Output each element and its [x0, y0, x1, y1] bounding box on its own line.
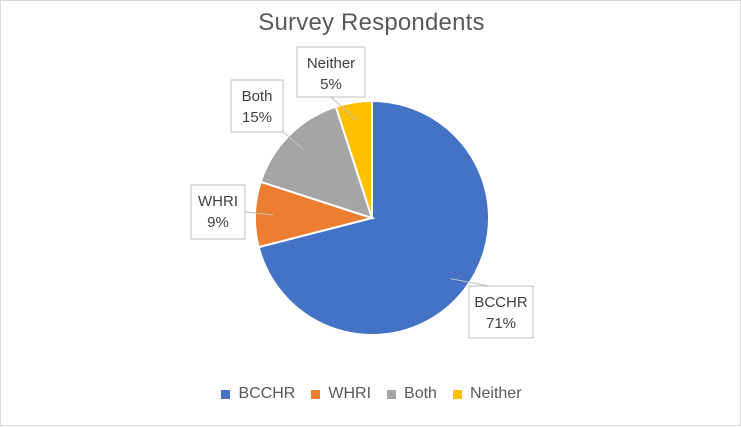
- callout-value-bcchr: 71%: [486, 315, 516, 332]
- callout-category-bcchr: BCCHR: [474, 294, 528, 311]
- legend-swatch-both: [387, 389, 397, 399]
- legend-label-bcchr: BCCHR: [238, 385, 296, 402]
- chart-title: Survey Respondents: [258, 9, 485, 36]
- callout-leader-bcchr: [450, 278, 490, 287]
- pie-slices: [254, 99, 490, 336]
- legend-swatch-whri: [311, 389, 321, 399]
- callout-box-neither: [296, 46, 366, 98]
- callout-box-both: [230, 79, 284, 133]
- legend-label-both: Both: [404, 385, 437, 402]
- callout-leader-neither: [330, 96, 357, 121]
- callout-leader-whri: [244, 211, 274, 216]
- legend-label-whri: WHRI: [328, 385, 372, 402]
- callout-category-both: Both: [242, 88, 273, 105]
- callout-box-bcchr: [468, 285, 534, 339]
- legend-item-both: Both: [387, 385, 437, 403]
- legend-item-whri: WHRI: [311, 385, 371, 403]
- callout-value-neither: 5%: [320, 76, 342, 93]
- pie-callouts: BCCHR 71% WHRI 9% Both 15% Neither 5%: [190, 46, 534, 339]
- legend: BCCHR WHRI Both Neither: [1, 385, 741, 403]
- callout-value-whri: 9%: [207, 214, 229, 231]
- legend-item-bcchr: BCCHR: [221, 385, 295, 403]
- callout-leader-both: [282, 131, 303, 149]
- callout-category-neither: Neither: [307, 55, 355, 72]
- legend-swatch-bcchr: [221, 389, 231, 399]
- legend-swatch-neither: [452, 389, 462, 399]
- legend-label-neither: Neither: [469, 385, 522, 402]
- callout-category-whri: WHRI: [198, 193, 238, 210]
- pie-slice-neither: [334, 99, 373, 219]
- callout-value-both: 15%: [242, 109, 272, 126]
- callout-box-whri: [190, 184, 246, 240]
- legend-item-neither: Neither: [452, 385, 522, 403]
